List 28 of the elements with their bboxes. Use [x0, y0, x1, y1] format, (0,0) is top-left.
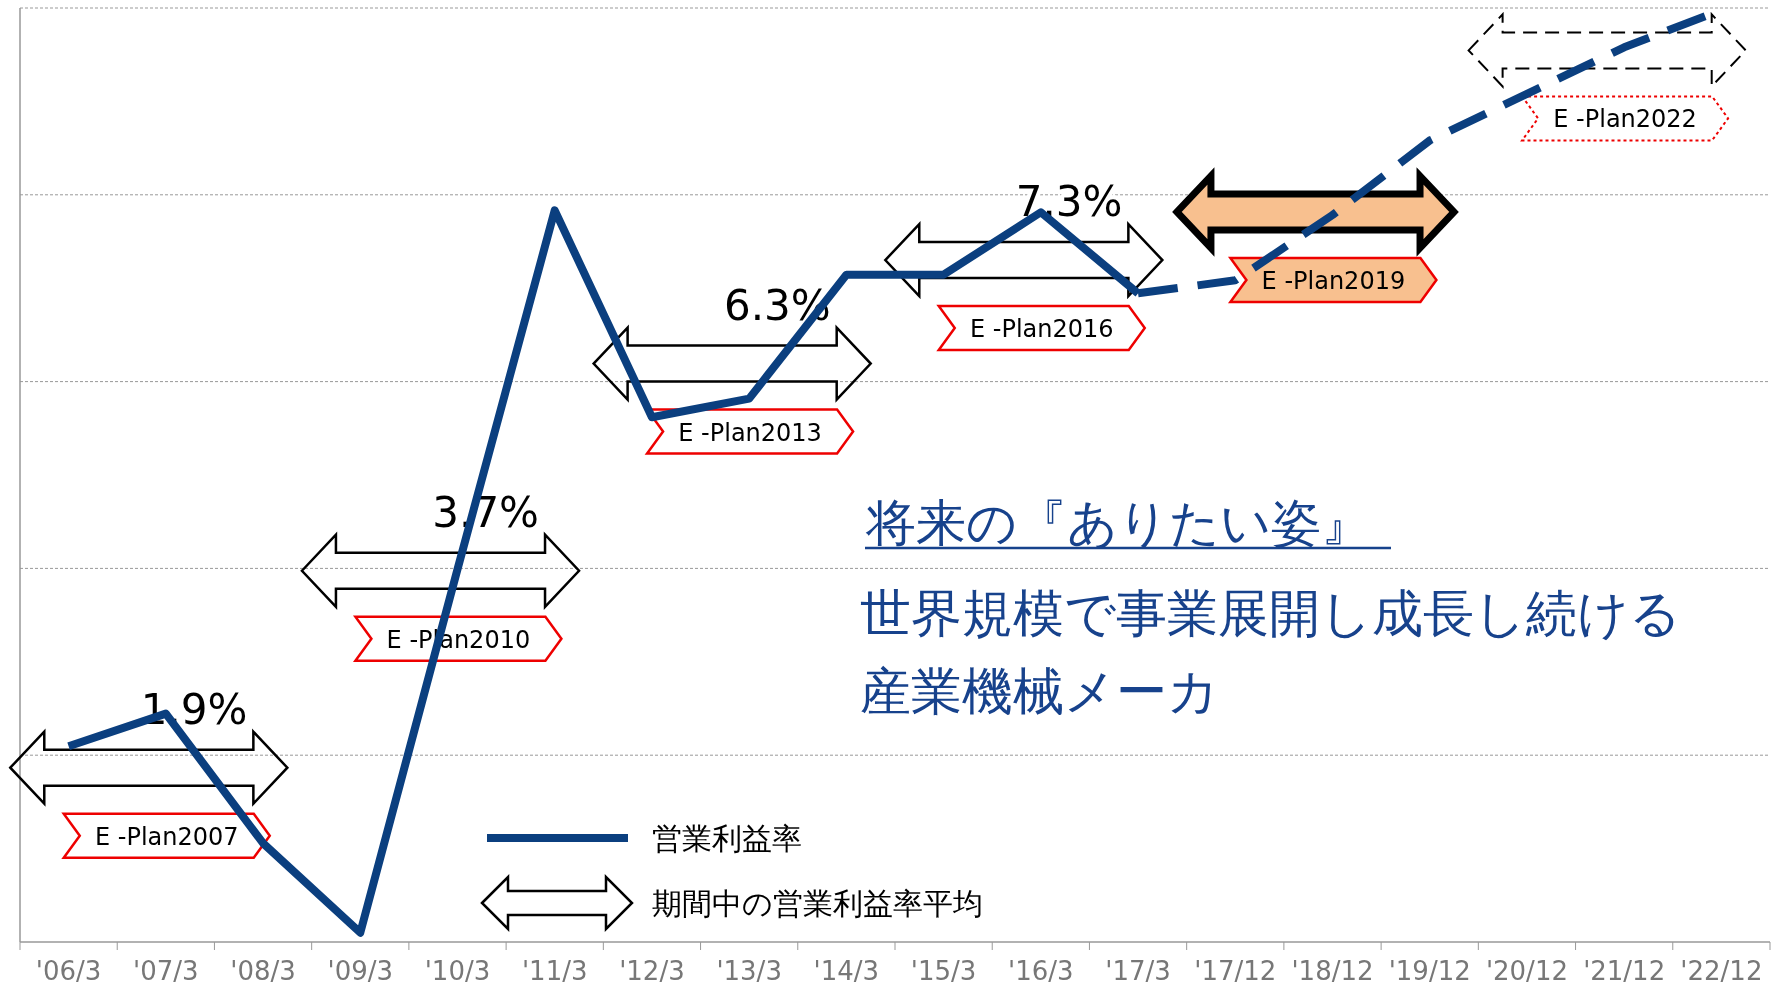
x-tick-label: '13/3 — [716, 956, 782, 986]
x-tick-label: '20/12 — [1485, 956, 1568, 986]
x-tick-label: '16/3 — [1008, 956, 1074, 986]
x-tick-label: '15/3 — [910, 956, 977, 986]
x-tick-label: '18/12 — [1291, 956, 1374, 986]
x-tick-label: '17/12 — [1194, 956, 1277, 986]
x-tick-label: '11/3 — [521, 956, 588, 986]
x-tick-label: '07/3 — [133, 956, 199, 986]
x-tick-label: '21/12 — [1583, 956, 1666, 986]
legend-label: 営業利益率 — [652, 821, 802, 856]
x-tick-label: '14/3 — [813, 956, 880, 986]
x-tick-label: '06/3 — [35, 956, 102, 986]
x-tick-label: '17/3 — [1105, 956, 1171, 986]
band-label: E -Plan2007 — [94, 822, 239, 851]
band-label: E -Plan2019 — [1261, 266, 1406, 295]
annotation: 期間中の営業利益率平均 — [652, 886, 983, 921]
text: 将来の『ありたい姿』 — [865, 494, 1371, 552]
annotation: 7.3% — [1015, 177, 1123, 227]
x-tick-label: '19/12 — [1388, 956, 1471, 986]
text: 世界規模で事業展開し成長し続ける産業機械メーカ — [860, 583, 1682, 723]
x-tick-label: '09/3 — [327, 956, 394, 986]
x-tick-label: '10/3 — [424, 956, 491, 986]
x-tick-label: '22/12 — [1680, 956, 1763, 986]
band-label: E -Plan2013 — [678, 418, 822, 447]
x-tick-label: '12/3 — [619, 956, 685, 986]
band-label: E -Plan2016 — [969, 315, 1114, 344]
x-tick-label: '08/3 — [230, 956, 296, 986]
band-label: E -Plan2022 — [1553, 105, 1697, 134]
